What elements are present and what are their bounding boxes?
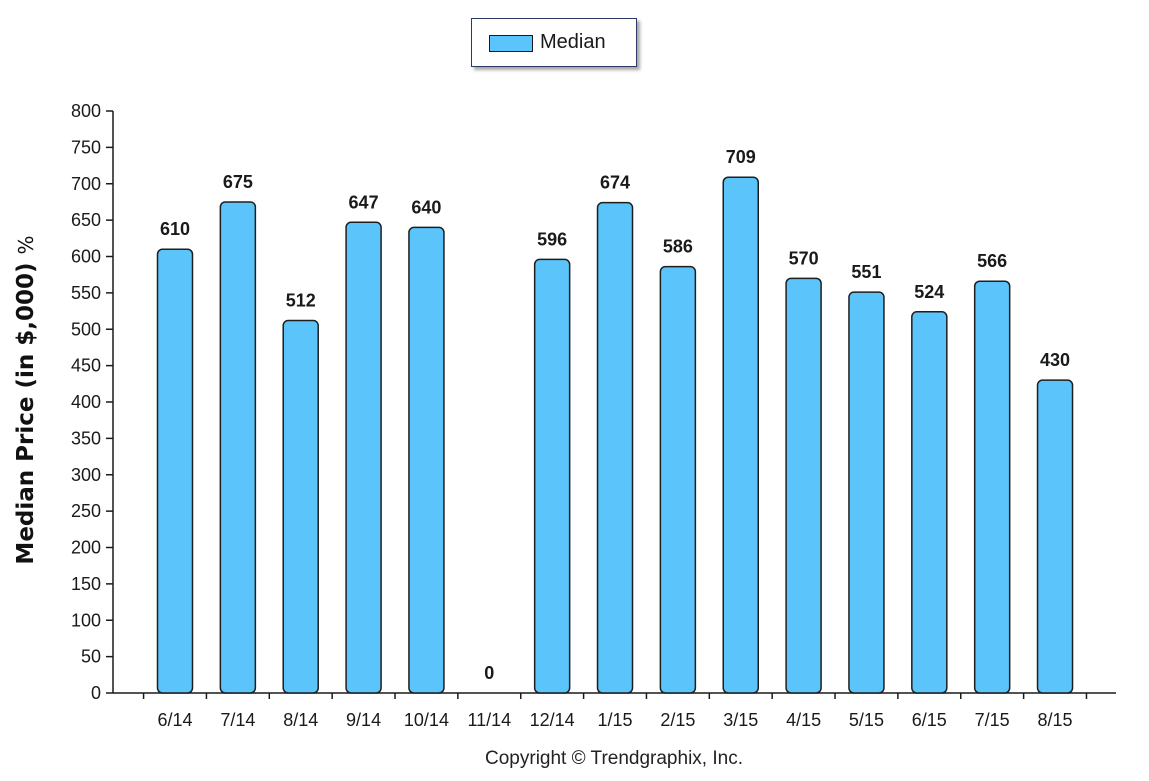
y-axis-title: Median Price (in $,000) %	[13, 235, 39, 564]
data-label: 551	[851, 262, 881, 282]
y-tick-label: 250	[71, 501, 101, 521]
x-tick-label: 10/14	[404, 710, 449, 730]
data-label: 674	[600, 173, 630, 193]
y-axis-title-text: Median Price (in $,000)	[13, 262, 39, 565]
y-tick-label: 700	[71, 174, 101, 194]
data-label: 709	[726, 147, 756, 167]
data-label: 512	[286, 291, 316, 311]
x-tick-label: 7/15	[975, 710, 1010, 730]
bar	[785, 277, 822, 694]
x-tick-label: 1/15	[597, 710, 632, 730]
bar	[345, 221, 382, 694]
y-tick-label: 400	[71, 392, 101, 412]
y-tick-label: 500	[71, 319, 101, 339]
y-tick-label: 650	[71, 210, 101, 230]
y-tick-label: 300	[71, 465, 101, 485]
data-label: 675	[223, 172, 253, 192]
data-label: 586	[663, 237, 693, 257]
x-tick-label: 8/14	[283, 710, 318, 730]
data-label: 0	[484, 663, 494, 683]
x-tick-label: 11/14	[467, 710, 511, 730]
x-tick-label: 12/14	[530, 710, 575, 730]
y-tick-label: 450	[71, 356, 101, 376]
y-tick-label: 50	[81, 647, 101, 667]
data-label: 570	[789, 248, 819, 268]
bar	[911, 311, 948, 694]
y-tick-label: 0	[91, 683, 101, 703]
data-label: 524	[914, 282, 944, 302]
bar	[533, 258, 571, 694]
copyright-text: Copyright © Trendgraphix, Inc.	[485, 748, 743, 769]
y-tick-label: 600	[71, 247, 101, 267]
y-tick-label: 550	[71, 283, 101, 303]
x-tick-label: 6/15	[912, 710, 947, 730]
x-tick-label: 5/15	[849, 710, 884, 730]
data-label: 430	[1040, 350, 1070, 370]
y-tick-label: 750	[71, 137, 101, 157]
legend-swatch	[489, 35, 533, 52]
legend: Median	[471, 18, 637, 67]
data-label: 647	[349, 192, 379, 212]
legend-label: Median	[540, 31, 606, 53]
x-tick-label: 7/14	[220, 710, 255, 730]
y-tick-label: 200	[71, 538, 101, 558]
x-tick-label: 4/15	[786, 710, 821, 730]
x-axis: 6/14 7/14 8/14 9/14 10/14 11/14 12/14 1/15 2/15 3…	[113, 692, 1116, 730]
data-label: 596	[537, 229, 567, 249]
bar	[973, 280, 1011, 694]
y-tick-label: 350	[71, 428, 101, 448]
y-axis-title-suffix: %	[14, 235, 38, 255]
x-tick-label: 8/15	[1038, 710, 1073, 730]
bar	[219, 201, 257, 694]
bars	[156, 176, 1074, 694]
x-tick-label: 2/15	[660, 710, 695, 730]
y-tick-label: 150	[71, 574, 101, 594]
y-tick-label: 800	[71, 101, 101, 121]
bar	[848, 291, 885, 694]
y-axis: 0 50 100 150 200 250 300 350 400 450 500 550 600 650 7…	[71, 101, 114, 703]
bar	[596, 201, 634, 694]
bar	[408, 226, 445, 694]
x-tick-label: 3/15	[723, 710, 758, 730]
bar	[659, 265, 697, 694]
bar	[282, 319, 319, 694]
y-tick-label: 100	[71, 610, 101, 630]
data-label: 610	[160, 219, 190, 239]
bar	[1036, 379, 1074, 694]
data-labels: 610 675 512 647 640 0 596 674 586 709 570 551 524 566…	[160, 147, 1070, 683]
bar	[722, 176, 759, 694]
x-tick-label: 6/14	[157, 710, 192, 730]
data-label: 566	[977, 251, 1007, 271]
bar	[156, 248, 194, 694]
data-label: 640	[411, 197, 441, 217]
x-tick-label: 9/14	[346, 710, 381, 730]
